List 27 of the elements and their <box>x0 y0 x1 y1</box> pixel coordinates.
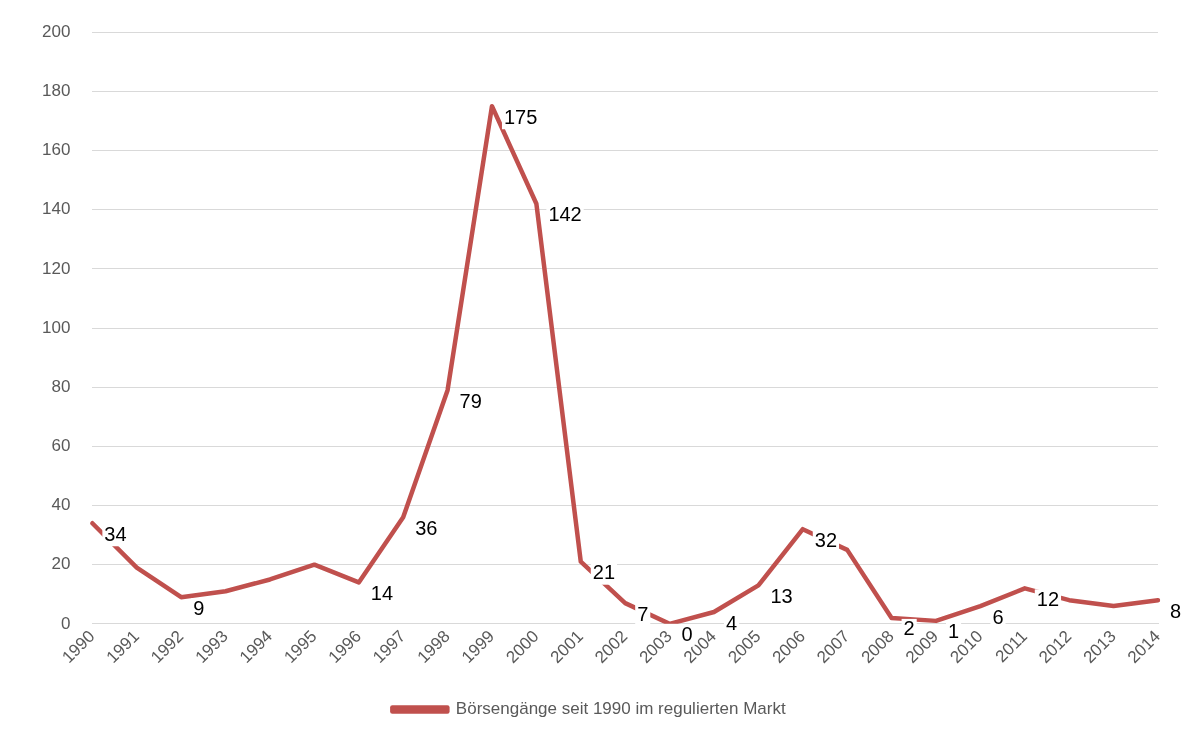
y-tick-label: 40 <box>51 495 71 515</box>
data-label: 14 <box>370 581 394 604</box>
data-label: 142 <box>548 203 582 226</box>
y-tick-label: 140 <box>41 199 71 219</box>
data-label: 79 <box>459 389 482 412</box>
y-tick-label: 100 <box>41 317 71 337</box>
y-tick-label: 80 <box>51 376 71 396</box>
data-label: 6 <box>992 605 1004 628</box>
y-tick-label: 160 <box>41 140 71 160</box>
data-label: 34 <box>104 522 127 545</box>
data-label: 32 <box>814 528 838 551</box>
data-label: 4 <box>725 611 738 634</box>
y-tick-label: 180 <box>41 81 71 101</box>
y-tick-label: 20 <box>51 554 71 574</box>
data-label: 7 <box>637 602 649 625</box>
data-label: 8 <box>1170 599 1182 622</box>
y-tick-label: 60 <box>51 436 71 456</box>
data-label: 175 <box>503 105 538 128</box>
y-tick-label: 200 <box>41 21 71 41</box>
data-label: 9 <box>193 596 205 619</box>
legend-label: Börsengänge seit 1990 im regulierten Markt <box>455 699 786 719</box>
data-label: 21 <box>592 561 616 584</box>
data-label: 13 <box>770 584 793 607</box>
data-label: 36 <box>415 516 438 539</box>
data-label: 12 <box>1036 587 1060 610</box>
y-tick-label: 0 <box>60 613 71 633</box>
y-tick-label: 120 <box>41 258 71 278</box>
